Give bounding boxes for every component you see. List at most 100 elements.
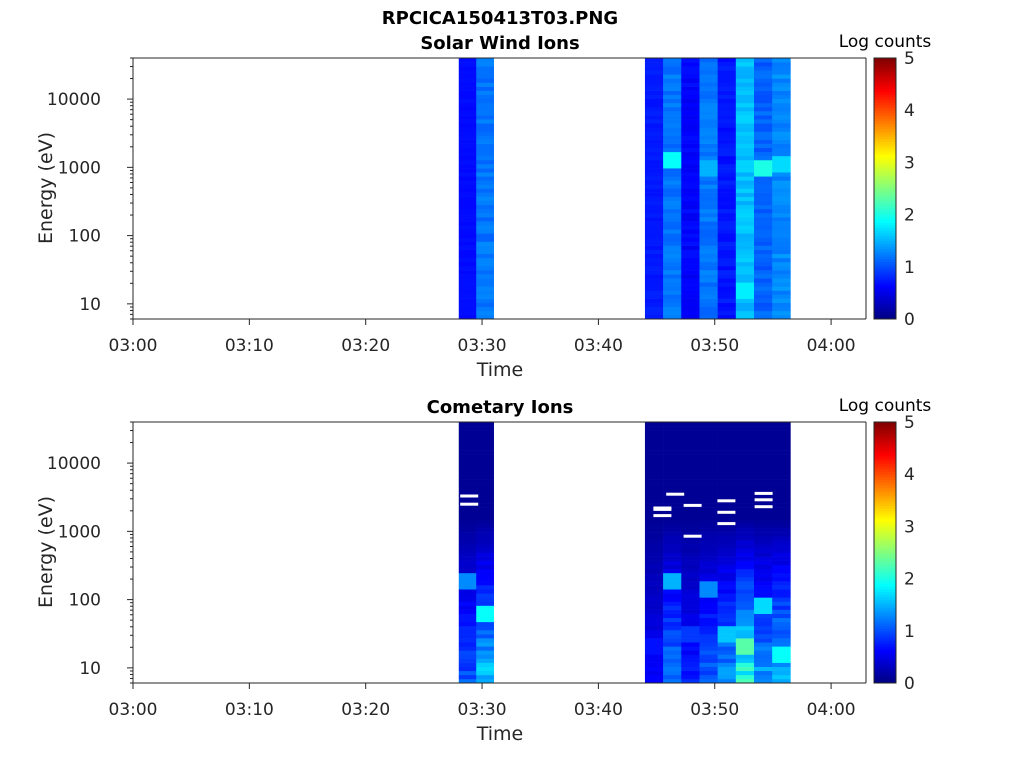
heatmap-cell: [681, 261, 700, 267]
colorbar-segment: [874, 445, 896, 449]
heatmap-cell: [476, 265, 494, 271]
heatmap-cell: [476, 221, 494, 226]
heatmap-cell: [476, 475, 494, 480]
heatmap-cell: [458, 159, 477, 165]
heatmap-cell: [476, 442, 494, 447]
heatmap-cell: [717, 270, 737, 275]
colorbar-segment: [874, 303, 896, 307]
heatmap-cell: [717, 233, 737, 238]
no-data-mark: [717, 499, 736, 503]
heatmap-cell: [717, 483, 737, 488]
colorbar-segment: [874, 102, 896, 106]
heatmap-cell: [458, 180, 477, 185]
heatmap-cell: [644, 176, 664, 181]
colorbar-segment: [874, 628, 896, 632]
heatmap-cell: [699, 568, 718, 574]
heatmap-cell: [699, 536, 718, 541]
heatmap-cell: [717, 593, 737, 598]
heatmap-cell: [644, 446, 664, 451]
heatmap-cell: [476, 548, 494, 553]
colorbar-segment: [874, 178, 896, 182]
heatmap-cell: [754, 613, 773, 619]
colorbar-segment: [874, 279, 896, 283]
colorbar-segment: [874, 466, 896, 470]
heatmap-cell: [476, 135, 494, 140]
heatmap-cell: [754, 294, 773, 299]
heatmap-cell: [754, 511, 773, 517]
colorbar-segment: [874, 429, 896, 433]
heatmap-cell: [754, 151, 773, 157]
heatmap-cell: [699, 58, 718, 63]
heatmap-cell: [754, 212, 773, 218]
heatmap-cell: [476, 147, 494, 153]
heatmap-cell: [476, 119, 494, 124]
x-tick-label: 03:30: [458, 336, 507, 356]
heatmap-cell: [699, 470, 718, 476]
colorbar-segment: [874, 476, 896, 480]
heatmap-cell: [476, 212, 494, 218]
heatmap-cell: [735, 208, 755, 214]
heatmap-cell: [458, 123, 477, 128]
heatmap-cell: [735, 528, 755, 533]
heatmap-cell: [699, 115, 718, 120]
heatmap-cell: [754, 548, 773, 553]
heatmap-cell: [754, 298, 773, 303]
heatmap-cell: [754, 499, 773, 504]
colorbar-segment: [874, 219, 896, 223]
no-data-mark: [754, 505, 773, 509]
heatmap-cell: [754, 184, 773, 189]
heatmap-cell: [458, 58, 477, 63]
heatmap-cell: [717, 528, 737, 533]
heatmap-cell: [717, 609, 737, 614]
heatmap-cell: [644, 98, 664, 104]
heatmap-cell: [663, 306, 682, 312]
heatmap-cell: [644, 674, 664, 680]
heatmap-cell: [717, 217, 737, 222]
heatmap-cell: [717, 86, 737, 91]
heatmap-cell: [717, 426, 737, 431]
heatmap-cell: [717, 180, 737, 185]
heatmap-cell: [476, 58, 494, 63]
colorbar-segment: [874, 641, 896, 645]
heatmap-cell: [772, 560, 791, 566]
heatmap-cell: [754, 625, 773, 631]
heatmap-cell: [681, 139, 700, 144]
colorbar-segment: [874, 316, 896, 320]
colorbar-segment: [874, 76, 896, 80]
heatmap-cell: [772, 454, 791, 460]
no-data-mark: [754, 498, 773, 502]
heatmap-cell: [772, 568, 791, 574]
heatmap-cell: [476, 274, 494, 279]
heatmap-cell: [754, 139, 773, 144]
heatmap-cell: [663, 143, 682, 149]
heatmap-cell: [735, 446, 755, 451]
colorbar-segment: [874, 151, 896, 156]
heatmap-cell: [476, 241, 494, 246]
heatmap-cell: [663, 625, 682, 631]
heatmap-cell: [458, 609, 477, 614]
heatmap-cell: [754, 589, 773, 594]
heatmap-cell: [663, 294, 682, 299]
heatmap-cell: [754, 314, 773, 320]
heatmap-cell: [754, 111, 773, 116]
heatmap-cell: [699, 515, 718, 521]
heatmap-cell: [717, 446, 737, 451]
heatmap-cell: [735, 302, 755, 308]
heatmap-cell: [476, 180, 494, 185]
heatmap-cell: [458, 233, 477, 238]
heatmap-cell: [681, 470, 700, 476]
colorbar-segment: [874, 258, 896, 263]
heatmap-cell: [476, 646, 494, 651]
heatmap-cell: [717, 188, 737, 193]
heatmap-cell: [644, 536, 664, 541]
heatmap-cell: [754, 135, 773, 140]
heatmap-cell: [735, 540, 755, 545]
heatmap-cell: [699, 151, 718, 157]
heatmap-cell: [754, 515, 773, 521]
heatmap-cell: [772, 290, 791, 295]
colorbar-segment: [874, 138, 896, 143]
heatmap-cell: [735, 62, 755, 67]
colorbar-segment: [874, 591, 896, 595]
heatmap-cell: [735, 572, 755, 578]
heatmap-cell: [754, 208, 773, 214]
